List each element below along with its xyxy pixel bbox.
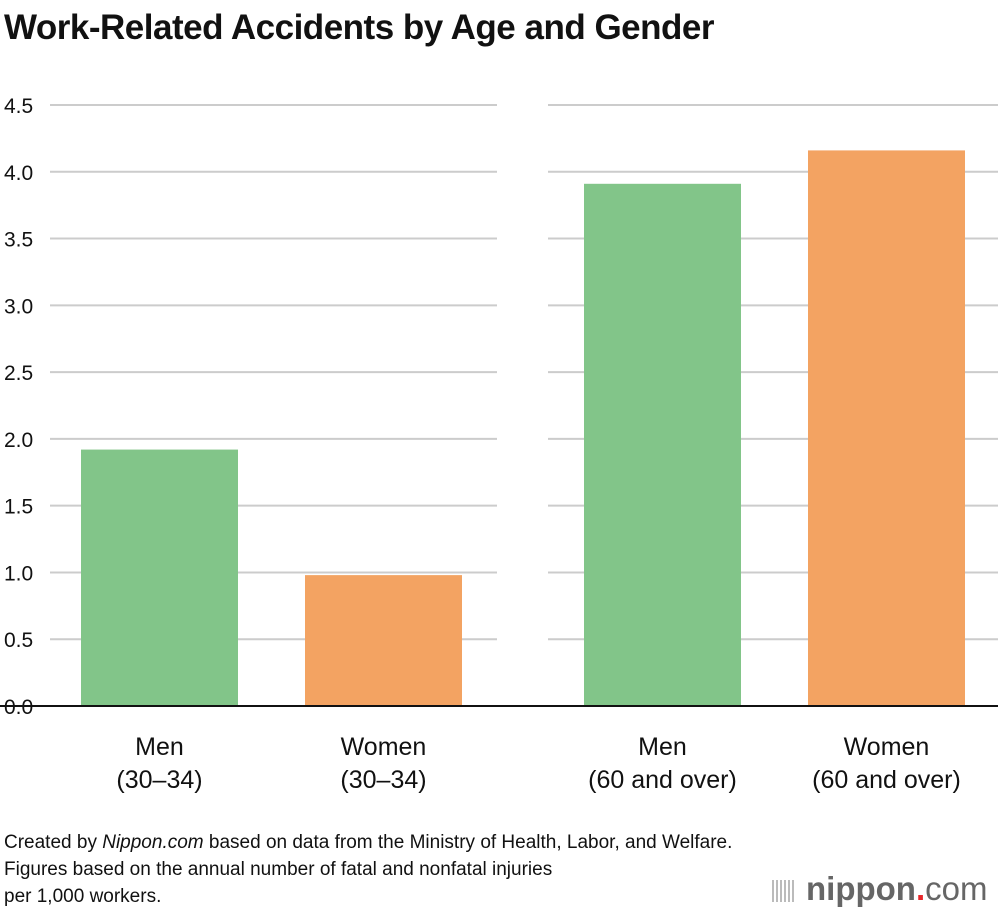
logo-name: nippon [806,870,916,907]
y-tick-label: 0.0 [4,696,33,719]
bar [808,150,965,707]
bar [305,575,462,706]
x-tick-label: (60 and over) [588,766,737,794]
nippon-logo: nippon.com [772,870,987,908]
x-tick-label: Women [341,733,427,761]
logo-com: com [925,870,988,907]
y-tick-label: 4.0 [4,162,33,185]
y-tick-label: 3.5 [4,229,33,252]
x-tick-label: (30–34) [340,766,426,794]
bar [81,449,238,706]
note-line2: Figures based on the annual number of fa… [4,859,553,880]
x-tick-label: Men [135,733,184,761]
note-source: Nippon.com [102,832,204,853]
note-text: Created by [4,832,103,853]
y-tick-label: 3.0 [4,295,33,318]
note-text: based on data from the Ministry of Healt… [203,832,733,853]
x-tick-label: Men [638,733,687,761]
y-tick-label: 2.5 [4,362,33,385]
y-tick-label: 1.5 [4,496,33,519]
y-tick-label: 0.5 [4,629,33,652]
logo-dot: . [915,870,926,907]
x-tick-label: (60 and over) [812,766,961,794]
chart-title: Work-Related Accidents by Age and Gender [4,8,714,47]
y-tick-label: 1.0 [4,562,33,585]
note-line3: per 1,000 workers. [4,886,162,907]
x-tick-label: Women [844,733,930,761]
source-note: Created by Nippon.com based on data from… [4,832,732,854]
bar [584,183,741,706]
y-tick-label: 2.0 [4,429,33,452]
logo-bars-icon [772,880,796,903]
x-tick-label: (30–34) [116,766,202,794]
y-tick-label: 4.5 [4,95,33,118]
